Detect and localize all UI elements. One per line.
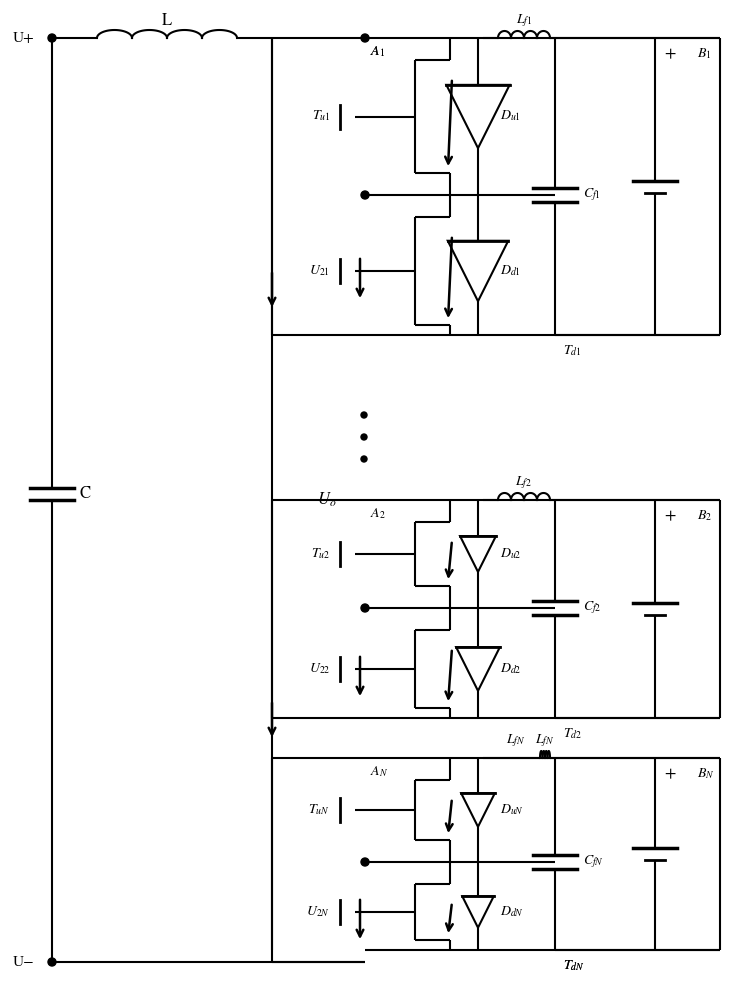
Text: $C_{fN}$: $C_{fN}$ [583, 854, 604, 870]
Text: $L_{f1}$: $L_{f1}$ [516, 13, 532, 29]
Text: +: + [664, 46, 676, 62]
Text: $U_{21}$: $U_{21}$ [310, 264, 330, 278]
Text: $T_{u2}$: $T_{u2}$ [311, 547, 330, 561]
Text: $T_{dN}$: $T_{dN}$ [563, 959, 584, 973]
Text: $D_{uN}$: $D_{uN}$ [500, 803, 524, 817]
Circle shape [361, 434, 367, 440]
Text: $C_{f1}$: $C_{f1}$ [583, 187, 601, 203]
Text: $T_{uN}$: $T_{uN}$ [308, 803, 330, 817]
Circle shape [361, 191, 369, 199]
Text: $U_{22}$: $U_{22}$ [309, 662, 330, 676]
Text: $D_{d1}$: $D_{d1}$ [500, 264, 521, 278]
Text: $D_{u1}$: $D_{u1}$ [500, 109, 521, 123]
Circle shape [361, 456, 367, 462]
Text: $D_{u2}$: $D_{u2}$ [500, 547, 522, 561]
Text: +: + [664, 766, 676, 782]
Circle shape [361, 34, 369, 42]
Text: $D_{dN}$: $D_{dN}$ [500, 905, 524, 919]
Text: $T_{u1}$: $T_{u1}$ [312, 109, 330, 123]
Text: $L_{fN}$: $L_{fN}$ [506, 733, 525, 749]
Text: $T_{dN}$: $T_{dN}$ [563, 959, 584, 973]
Text: $A_{2}$: $A_{2}$ [370, 507, 386, 521]
Text: $B_{2}$: $B_{2}$ [697, 509, 712, 523]
Text: $T_{d2}$: $T_{d2}$ [563, 727, 582, 741]
Text: $A_{1}$: $A_{1}$ [370, 45, 385, 59]
Circle shape [48, 958, 56, 966]
Text: U−: U− [12, 955, 34, 969]
Text: $C_{f2}$: $C_{f2}$ [583, 600, 602, 616]
Text: +: + [664, 508, 676, 524]
Text: $U_{2N}$: $U_{2N}$ [306, 905, 330, 919]
Circle shape [361, 858, 369, 866]
Text: U+: U+ [12, 31, 34, 45]
Text: $L_{f2}$: $L_{f2}$ [516, 475, 532, 491]
Circle shape [361, 604, 369, 612]
Text: $U_o$: $U_o$ [317, 491, 337, 509]
Text: L: L [162, 13, 172, 29]
Text: C: C [80, 486, 91, 502]
Circle shape [361, 412, 367, 418]
Text: $B_{N}$: $B_{N}$ [697, 767, 715, 781]
Text: $A_{N}$: $A_{N}$ [370, 765, 388, 779]
Circle shape [48, 34, 56, 42]
Text: $T_{d1}$: $T_{d1}$ [563, 344, 581, 358]
Text: $D_{d2}$: $D_{d2}$ [500, 662, 522, 676]
Text: $B_{1}$: $B_{1}$ [697, 47, 711, 61]
Text: $L_{fN}$: $L_{fN}$ [535, 733, 555, 749]
Text: $A_1$: $A_1$ [370, 45, 385, 59]
